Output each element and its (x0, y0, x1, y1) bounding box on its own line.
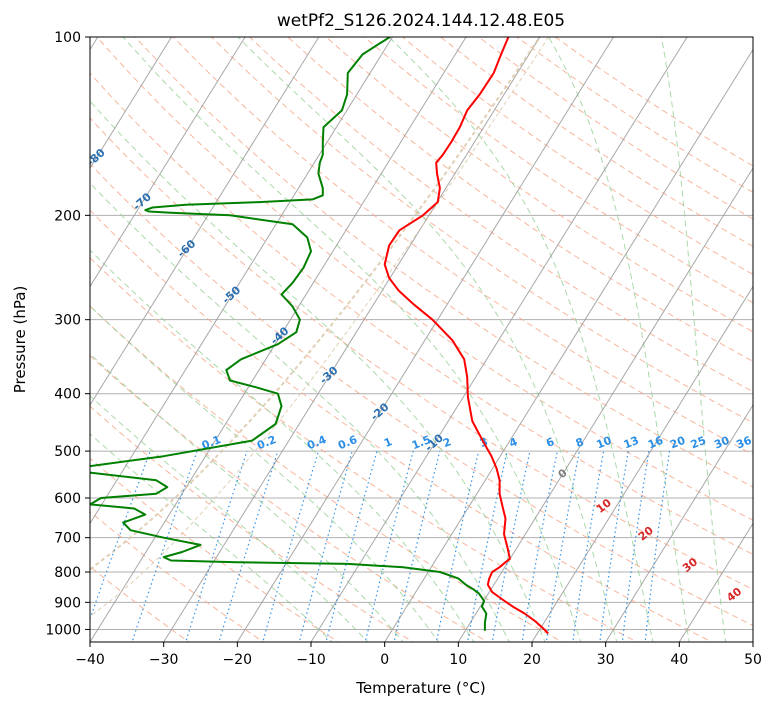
y-tick-label: 600 (54, 491, 81, 507)
x-axis-label: Temperature (°C) (355, 679, 485, 697)
x-tick-label: 20 (523, 652, 541, 668)
x-tick-label: −30 (149, 652, 179, 668)
x-tick-label: 30 (597, 652, 615, 668)
x-tick-label: −40 (75, 652, 105, 668)
y-tick-label: 500 (54, 444, 81, 460)
x-tick-label: 10 (449, 652, 467, 668)
x-tick-label: 50 (744, 652, 762, 668)
y-tick-label: 1000 (45, 622, 81, 638)
y-tick-label: 100 (54, 30, 81, 46)
y-tick-label: 700 (54, 531, 81, 547)
y-tick-label: 300 (54, 313, 81, 329)
y-tick-label: 800 (54, 565, 81, 581)
x-tick-label: 40 (670, 652, 688, 668)
y-axis-label: Pressure (hPa) (11, 286, 29, 394)
y-tick-label: 900 (54, 595, 81, 611)
y-tick-label: 200 (54, 208, 81, 224)
x-tick-label: −10 (296, 652, 326, 668)
x-tick-label: 0 (380, 652, 389, 668)
y-tick-label: 400 (54, 387, 81, 403)
chart-title: wetPf2_S126.2024.144.12.48.E05 (277, 11, 565, 31)
x-tick-label: −20 (223, 652, 253, 668)
